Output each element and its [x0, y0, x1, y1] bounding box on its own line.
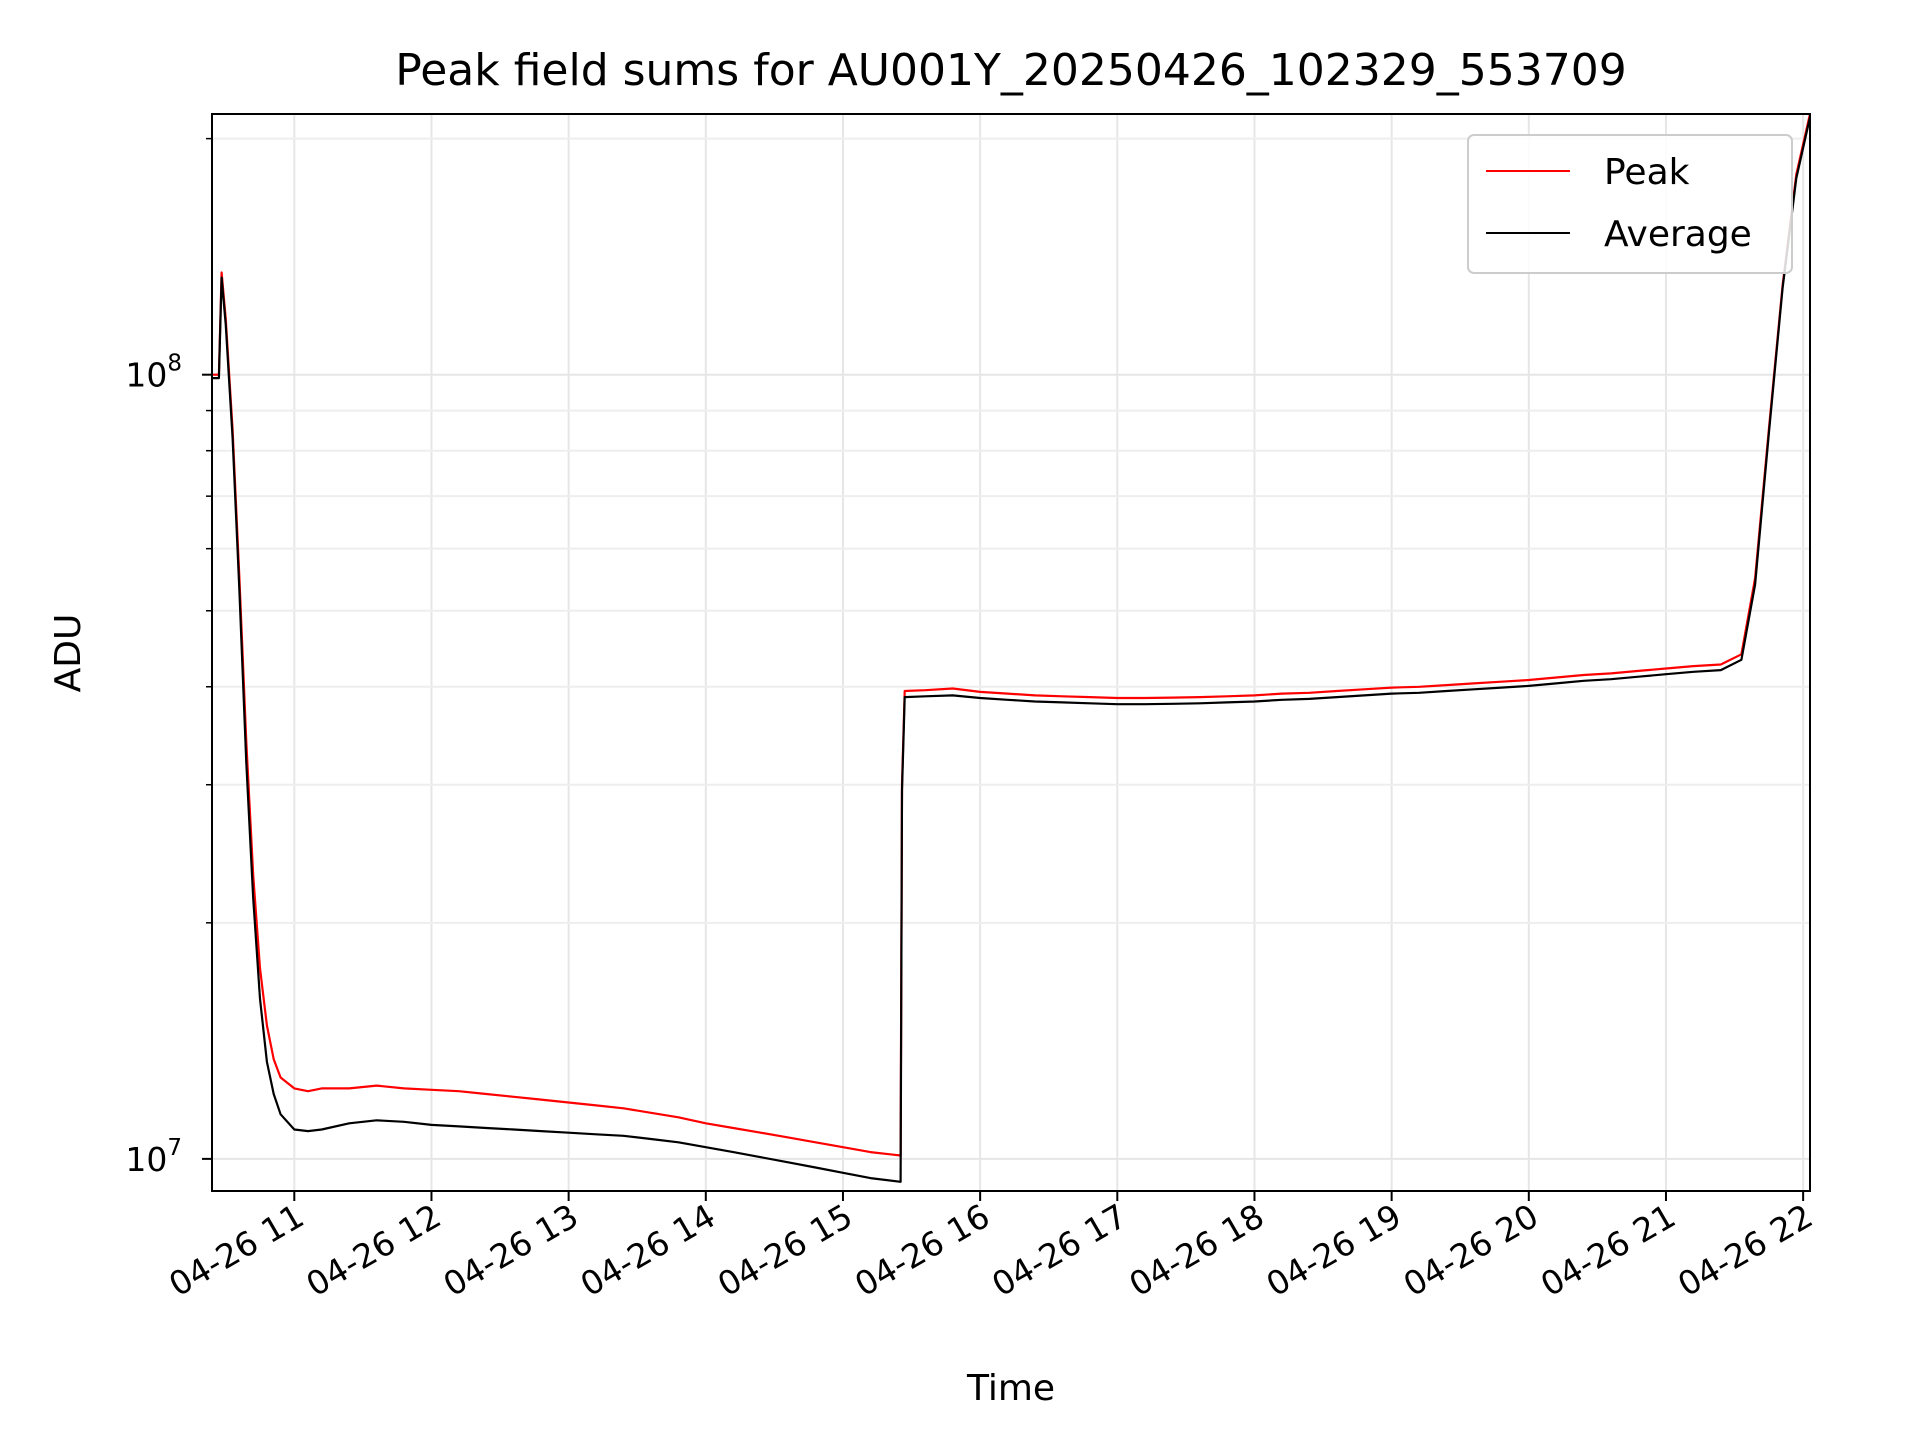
series-line-average — [212, 116, 1810, 1183]
grid — [212, 114, 1810, 1191]
legend-peak-label: Peak — [1604, 152, 1690, 193]
series-layer — [212, 114, 1810, 1183]
x-axis-label: Time — [966, 1368, 1055, 1409]
legend-box — [1467, 134, 1793, 274]
chart-title: Peak field sums for AU001Y_20250426_1023… — [395, 45, 1627, 96]
y-axis-label: ADU — [48, 614, 89, 693]
legend: Peak Average — [1467, 134, 1793, 274]
legend-average-label: Average — [1604, 214, 1752, 255]
plot-area-frame — [211, 113, 1811, 1192]
